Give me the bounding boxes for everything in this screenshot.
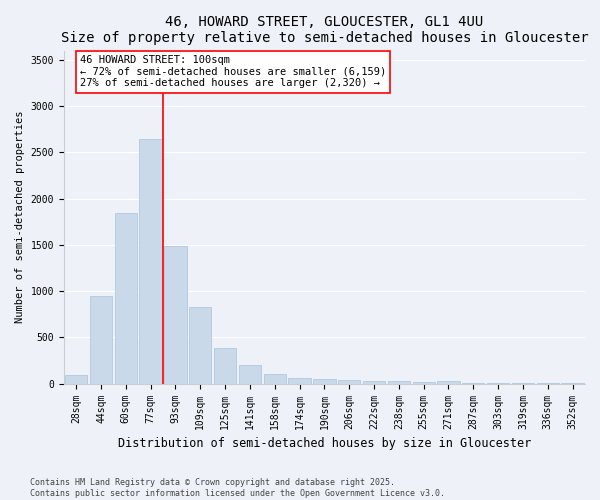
Bar	[164, 246, 187, 384]
Bar	[462, 383, 484, 384]
Bar	[388, 381, 410, 384]
Bar	[289, 378, 311, 384]
Bar	[437, 381, 460, 384]
Bar	[512, 383, 534, 384]
Bar	[115, 214, 137, 384]
Title: 46, HOWARD STREET, GLOUCESTER, GL1 4UU
Size of property relative to semi-detache: 46, HOWARD STREET, GLOUCESTER, GL1 4UU S…	[61, 15, 588, 45]
Bar	[214, 348, 236, 384]
Bar	[487, 383, 509, 384]
Bar	[413, 382, 435, 384]
Bar	[189, 307, 211, 384]
Bar	[313, 379, 335, 384]
Bar	[363, 382, 385, 384]
Bar	[263, 374, 286, 384]
X-axis label: Distribution of semi-detached houses by size in Gloucester: Distribution of semi-detached houses by …	[118, 437, 531, 450]
Bar	[139, 140, 162, 384]
Bar	[90, 296, 112, 384]
Y-axis label: Number of semi-detached properties: Number of semi-detached properties	[15, 111, 25, 324]
Bar	[239, 365, 261, 384]
Text: 46 HOWARD STREET: 100sqm
← 72% of semi-detached houses are smaller (6,159)
27% o: 46 HOWARD STREET: 100sqm ← 72% of semi-d…	[80, 55, 386, 88]
Bar	[338, 380, 361, 384]
Text: Contains HM Land Registry data © Crown copyright and database right 2025.
Contai: Contains HM Land Registry data © Crown c…	[30, 478, 445, 498]
Bar	[65, 375, 88, 384]
